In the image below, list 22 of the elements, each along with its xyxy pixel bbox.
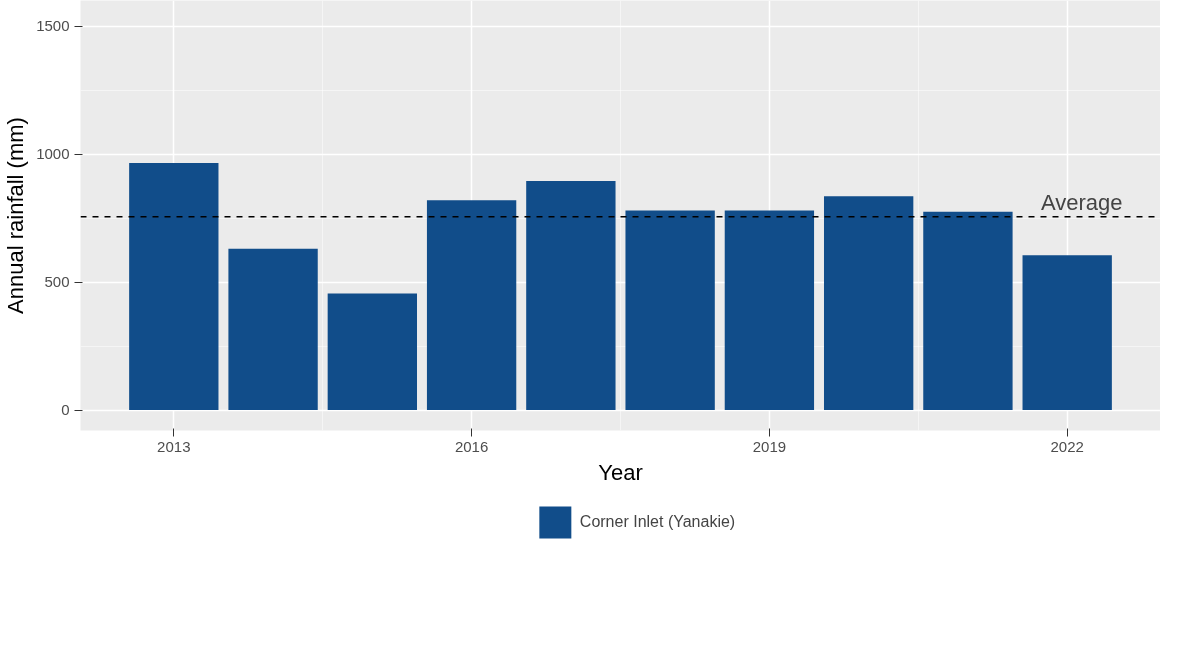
bar: [923, 211, 1013, 411]
legend-label: Corner Inlet (Yanakie): [579, 513, 736, 531]
bar: [526, 180, 616, 411]
y-tick-label: 1500: [36, 17, 70, 35]
y-tick-label: 500: [44, 273, 70, 291]
ref-line-label: Average: [1040, 189, 1123, 215]
bar: [129, 163, 219, 411]
bar: [1022, 255, 1112, 411]
x-tick-label: 2019: [752, 437, 787, 455]
bar: [426, 200, 517, 411]
x-tick-label: 2022: [1050, 437, 1084, 455]
y-tick-label: 1000: [36, 145, 70, 163]
x-axis-title: Year: [598, 459, 643, 485]
bar: [724, 210, 815, 411]
bar: [625, 210, 715, 411]
bar: [327, 293, 418, 411]
y-axis-title: Annual rainfall (mm): [3, 117, 29, 314]
x-tick-label: 2016: [454, 437, 489, 455]
bar: [823, 196, 914, 411]
x-tick-label: 2013: [157, 437, 191, 455]
bar: [228, 248, 318, 411]
y-tick-label: 0: [61, 401, 70, 419]
